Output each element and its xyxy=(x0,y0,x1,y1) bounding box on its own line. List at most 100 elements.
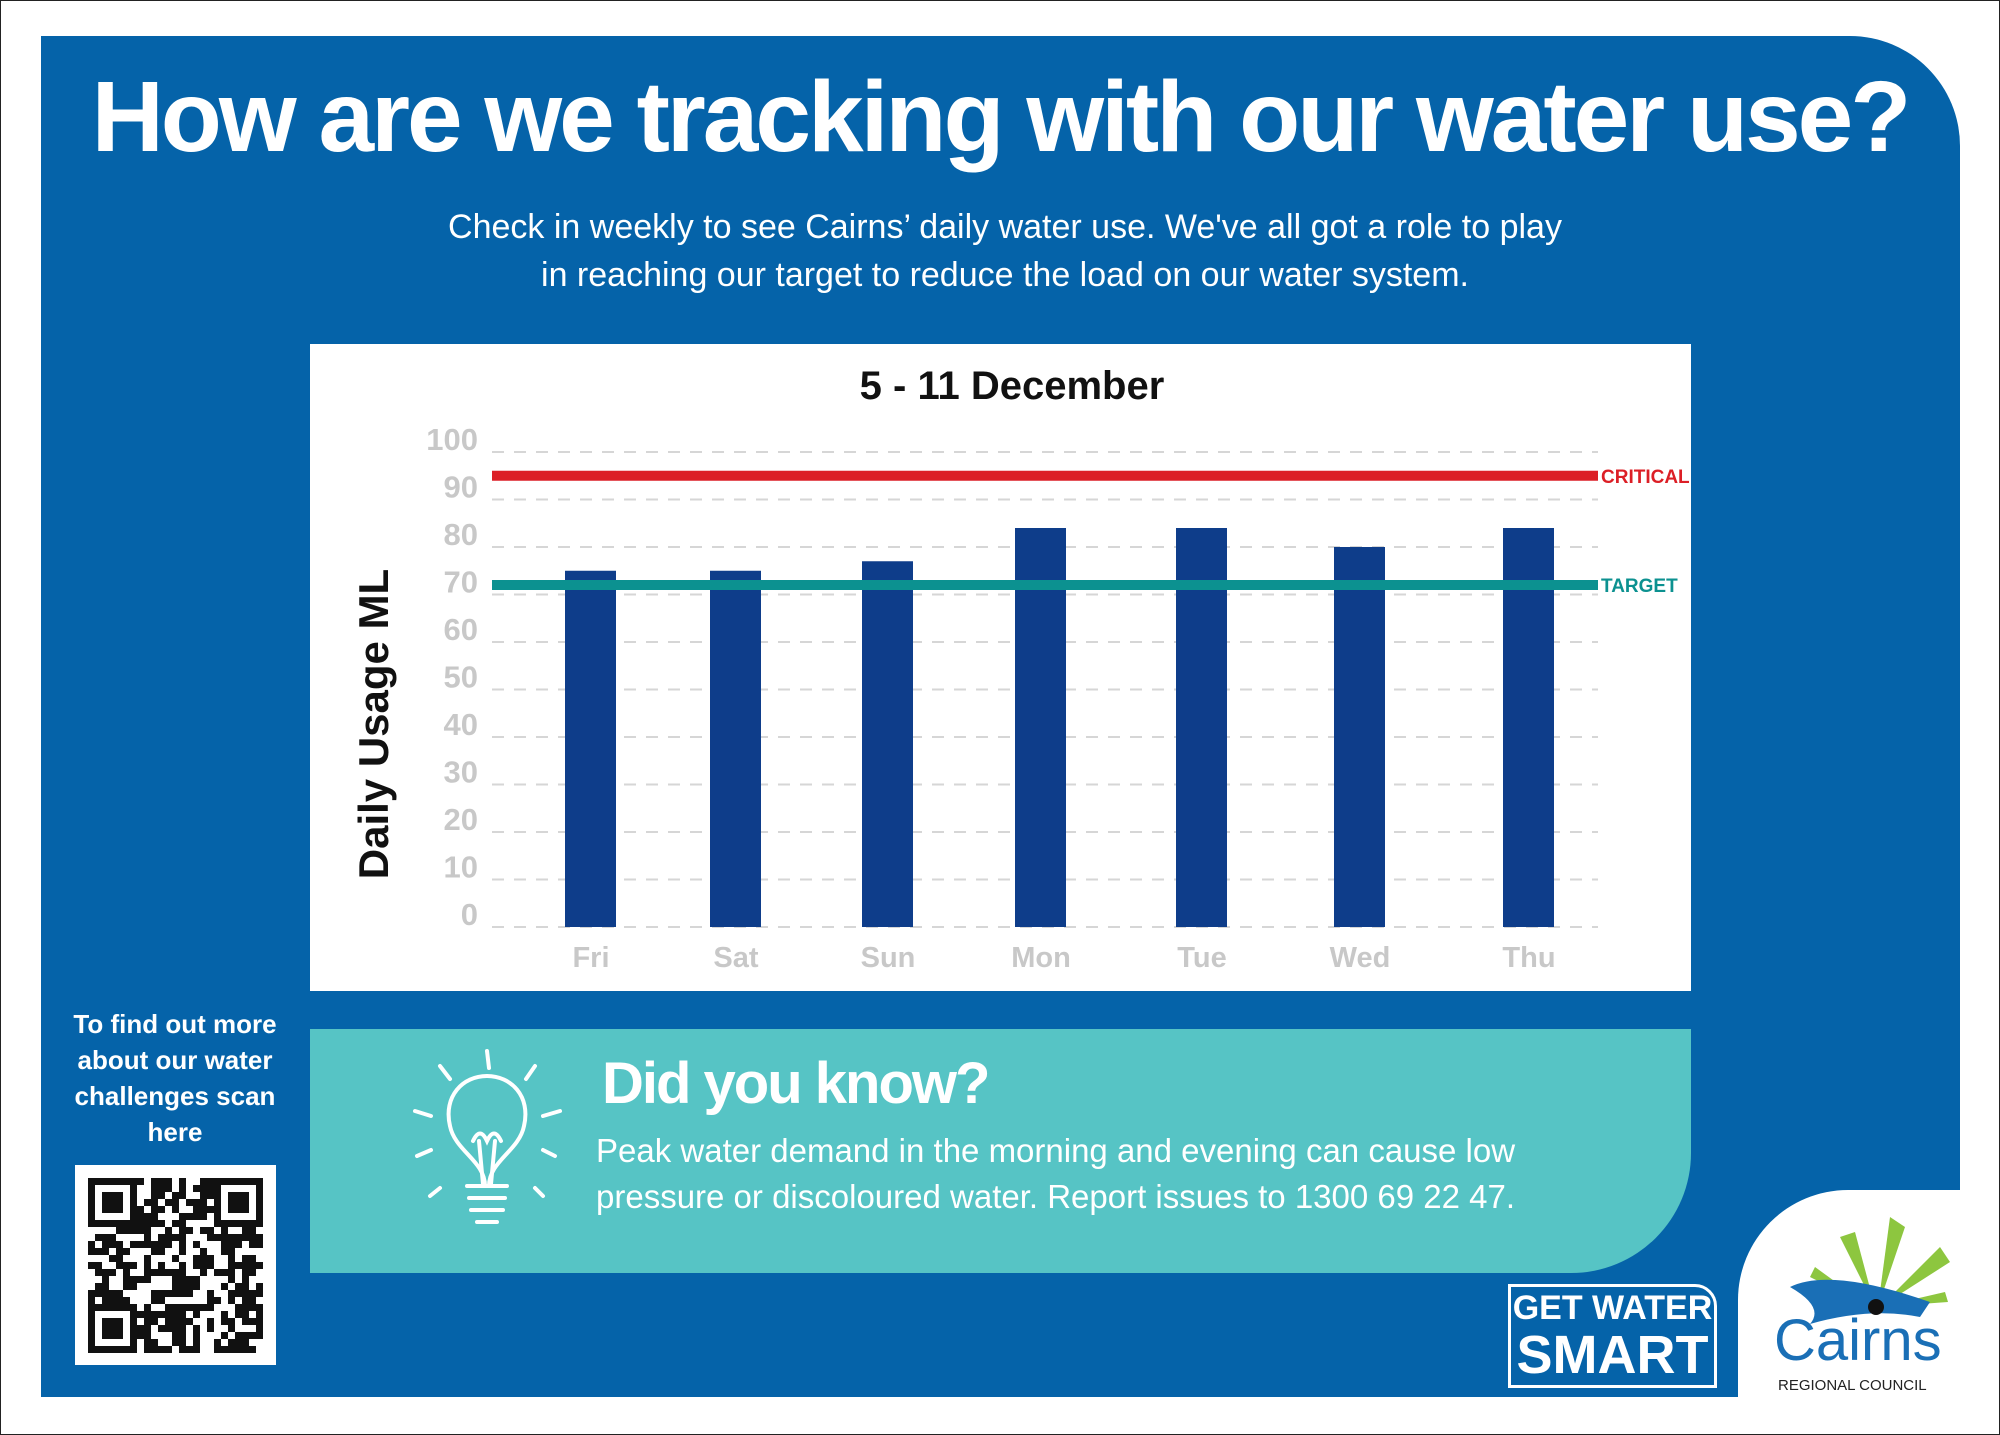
y-axis-label: Daily Usage ML xyxy=(350,569,397,879)
qr-module xyxy=(158,1325,165,1332)
qr-module xyxy=(242,1206,249,1213)
qr-module xyxy=(242,1255,249,1262)
qr-module xyxy=(123,1276,130,1283)
qr-module xyxy=(102,1346,109,1353)
qr-module xyxy=(249,1332,256,1339)
qr-module xyxy=(144,1346,151,1353)
qr-module xyxy=(158,1346,165,1353)
bar-fri xyxy=(565,570,616,927)
logo-text: GET WATER xyxy=(1512,1289,1713,1327)
logo-text: SMART xyxy=(1516,1325,1709,1385)
qr-module xyxy=(151,1213,158,1220)
qr-module xyxy=(186,1227,193,1234)
qr-module xyxy=(116,1206,123,1213)
qr-module xyxy=(102,1304,109,1311)
qr-module xyxy=(151,1269,158,1276)
qr-module xyxy=(186,1276,193,1283)
qr-module xyxy=(207,1234,214,1241)
qr-module xyxy=(256,1332,263,1339)
qr-module xyxy=(116,1262,123,1269)
qr-module xyxy=(242,1283,249,1290)
qr-module xyxy=(137,1213,144,1220)
qr-module xyxy=(130,1213,137,1220)
qr-module xyxy=(207,1185,214,1192)
qr-code[interactable] xyxy=(75,1165,276,1365)
qr-module xyxy=(256,1206,263,1213)
qr-module xyxy=(144,1304,151,1311)
qr-module xyxy=(144,1339,151,1346)
qr-module xyxy=(242,1339,249,1346)
qr-module xyxy=(130,1220,137,1227)
qr-module xyxy=(151,1241,158,1248)
qr-module xyxy=(88,1332,95,1339)
qr-module xyxy=(116,1346,123,1353)
qr-module xyxy=(88,1248,95,1255)
qr-module xyxy=(102,1192,109,1199)
qr-module xyxy=(200,1199,207,1206)
qr-module xyxy=(221,1220,228,1227)
qr-module xyxy=(235,1304,242,1311)
qr-module xyxy=(200,1178,207,1185)
qr-module xyxy=(256,1185,263,1192)
qr-module xyxy=(179,1332,186,1339)
qr-module xyxy=(137,1227,144,1234)
qr-module xyxy=(158,1290,165,1297)
qr-module xyxy=(179,1311,186,1318)
did-you-know-line-2: pressure or discoloured water. Report is… xyxy=(596,1178,1516,1215)
qr-module xyxy=(151,1339,158,1346)
qr-module xyxy=(130,1185,137,1192)
qr-module xyxy=(256,1234,263,1241)
qr-module xyxy=(256,1192,263,1199)
qr-module xyxy=(172,1283,179,1290)
qr-module xyxy=(221,1283,228,1290)
get-water-smart-logo: GET WATER SMART xyxy=(1508,1284,1717,1388)
qr-module xyxy=(179,1248,186,1255)
qr-module xyxy=(193,1185,200,1192)
qr-module xyxy=(172,1206,179,1213)
qr-module xyxy=(214,1178,221,1185)
qr-module xyxy=(172,1325,179,1332)
y-tick-label: 30 xyxy=(444,755,478,790)
qr-module xyxy=(193,1325,200,1332)
qr-module xyxy=(137,1332,144,1339)
qr-module xyxy=(228,1199,235,1206)
qr-module xyxy=(242,1220,249,1227)
qr-module xyxy=(242,1346,249,1353)
qr-module xyxy=(88,1304,95,1311)
qr-module xyxy=(102,1332,109,1339)
qr-module xyxy=(151,1199,158,1206)
qr-module xyxy=(130,1318,137,1325)
qr-module xyxy=(249,1234,256,1241)
qr-module xyxy=(102,1290,109,1297)
qr-module xyxy=(179,1276,186,1283)
bar-tue xyxy=(1176,528,1227,927)
x-tick-label: Sun xyxy=(861,942,916,974)
qr-module xyxy=(88,1339,95,1346)
qr-module xyxy=(144,1262,151,1269)
qr-module xyxy=(88,1185,95,1192)
qr-module xyxy=(214,1234,221,1241)
did-you-know-line-1: Peak water demand in the morning and eve… xyxy=(596,1132,1516,1169)
qr-module xyxy=(151,1220,158,1227)
bar-sun xyxy=(862,561,913,927)
qr-module xyxy=(200,1269,207,1276)
qr-module xyxy=(228,1178,235,1185)
qr-module xyxy=(144,1241,151,1248)
qr-module xyxy=(228,1318,235,1325)
y-tick-label: 90 xyxy=(444,470,478,505)
qr-module xyxy=(256,1220,263,1227)
qr-module xyxy=(179,1269,186,1276)
x-tick-label: Mon xyxy=(1011,942,1071,974)
qr-module xyxy=(165,1325,172,1332)
qr-module xyxy=(186,1283,193,1290)
qr-module xyxy=(95,1283,102,1290)
qr-module xyxy=(88,1318,95,1325)
qr-module xyxy=(116,1248,123,1255)
qr-module xyxy=(144,1227,151,1234)
qr-module xyxy=(116,1297,123,1304)
qr-module xyxy=(109,1192,116,1199)
qr-module xyxy=(242,1192,249,1199)
qr-module xyxy=(193,1339,200,1346)
qr-module xyxy=(102,1276,109,1283)
x-tick-label: Thu xyxy=(1502,942,1555,974)
